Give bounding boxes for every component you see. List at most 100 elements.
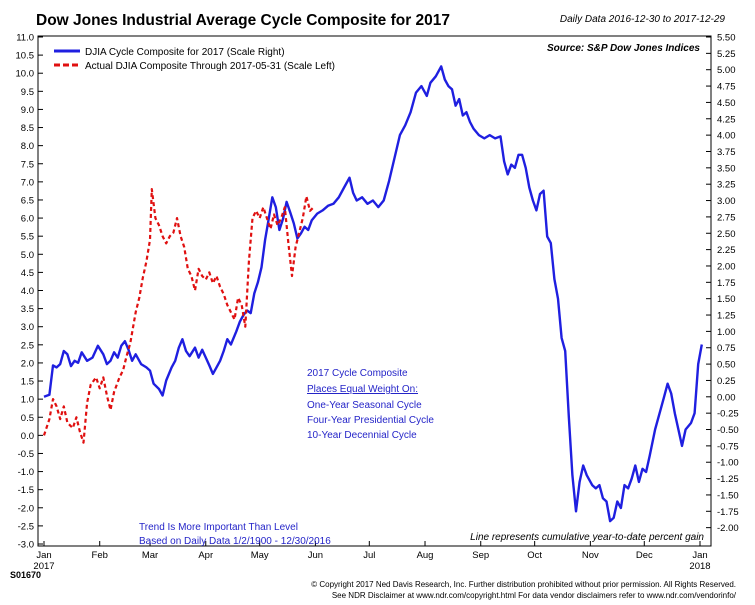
x-axis-tick-label: Oct <box>527 550 542 561</box>
x-axis-tick-label: Sep <box>472 550 489 561</box>
right-axis-tick-label: 0.00 <box>717 392 736 403</box>
weights-annotation: 2017 Cycle Composite Places Equal Weight… <box>307 368 434 441</box>
plot-frame <box>37 35 712 547</box>
x-axis-tick-label: Apr <box>198 550 213 561</box>
left-axis-tick-label: 6.5 <box>21 195 34 206</box>
right-axis-tick-label: -2.00 <box>717 523 739 534</box>
left-axis-tick-label: 10.0 <box>16 69 35 80</box>
right-axis-tick-label: 3.75 <box>717 147 736 158</box>
right-axis-tick-label: -1.50 <box>717 490 739 501</box>
right-axis-tick-label: -1.00 <box>717 458 739 469</box>
right-axis-tick-label: 1.00 <box>717 327 736 338</box>
weights-line: Four-Year Presidential Cycle <box>307 415 434 426</box>
legend-label-red: Actual DJIA Composite Through 2017-05-31… <box>85 61 335 72</box>
right-axis-tick-label: 0.25 <box>717 376 736 387</box>
x-axis-year-label: 2018 <box>689 561 710 572</box>
right-axis-tick-label: 2.00 <box>717 261 736 272</box>
weights-line: 10-Year Decennial Cycle <box>307 430 417 441</box>
left-axis-tick-label: 3.5 <box>21 304 34 315</box>
left-axis-tick-label: 4.0 <box>21 286 34 297</box>
left-axis: -3.0 -2.5 -2.0 -1.5 -1.0 -0.5 0.0 0.5 1.0 1.5 2.0 2… <box>16 33 43 551</box>
right-axis-tick-label: -1.75 <box>717 507 739 518</box>
x-axis-tick-label: May <box>251 550 269 561</box>
right-axis-tick-label: 3.00 <box>717 196 736 207</box>
series-group <box>42 65 703 523</box>
left-axis-tick-label: 10.5 <box>16 51 35 62</box>
left-axis-tick-label: 2.5 <box>21 340 34 351</box>
right-axis-tick-label: 4.00 <box>717 131 736 142</box>
left-axis-tick-label: 6.0 <box>21 214 34 225</box>
left-axis-tick-label: 8.5 <box>21 123 34 134</box>
left-axis-tick-label: 1.0 <box>21 395 34 406</box>
left-axis-tick-label: 7.5 <box>21 159 34 170</box>
right-axis-tick-label: 4.25 <box>717 114 736 125</box>
weights-line: 2017 Cycle Composite <box>307 368 408 379</box>
x-axis-tick-label: Feb <box>92 550 108 561</box>
left-axis-tick-label: -2.0 <box>18 503 34 514</box>
left-axis-tick-label: -2.5 <box>18 521 34 532</box>
x-axis-tick-label: Aug <box>417 550 434 561</box>
right-axis-tick-label: 1.75 <box>717 278 736 289</box>
x-axis-tick-label: Mar <box>142 550 158 561</box>
x-axis-tick-label: Nov <box>582 550 599 561</box>
right-axis-tick-label: 3.25 <box>717 180 736 191</box>
source-label: Source: S&P Dow Jones Indices <box>547 43 700 54</box>
left-axis-tick-label: 11.0 <box>16 33 34 44</box>
left-axis-tick-label: -1.0 <box>18 467 34 478</box>
left-axis-tick-label: 0.0 <box>21 431 34 442</box>
trend-line: Based on Daily Data 1/2/1900 - 12/30/201… <box>139 536 331 547</box>
right-axis-tick-label: 4.75 <box>717 82 736 93</box>
gain-note: Line represents cumulative year-to-date … <box>470 532 704 543</box>
right-axis-tick-label: 4.50 <box>717 98 736 109</box>
left-axis-tick-label: 9.0 <box>21 105 34 116</box>
right-axis-tick-label: 2.25 <box>717 245 736 256</box>
left-axis-tick-label: 4.5 <box>21 268 34 279</box>
actual-djia-line <box>42 188 315 444</box>
left-axis-tick-label: 7.0 <box>21 177 34 188</box>
series-code: S01670 <box>10 570 41 580</box>
left-axis-tick-label: 5.5 <box>21 232 34 243</box>
x-axis-tick-label: Jul <box>363 550 375 561</box>
right-axis-tick-label: 3.50 <box>717 163 736 174</box>
disclaimer-line: See NDR Disclaimer at www.ndr.com/copyri… <box>332 591 737 600</box>
date-range: Daily Data 2016-12-30 to 2017-12-29 <box>560 14 726 25</box>
cycle-composite-line <box>43 65 703 523</box>
right-axis-tick-label: -1.25 <box>717 474 739 485</box>
right-axis-tick-label: 0.75 <box>717 343 736 354</box>
right-axis-tick-label: 2.75 <box>717 212 736 223</box>
right-axis-tick-label: -0.25 <box>717 409 739 420</box>
chart-title: Dow Jones Industrial Average Cycle Compo… <box>36 12 450 29</box>
left-axis-tick-label: -0.5 <box>18 449 34 460</box>
right-axis-tick-label: 5.00 <box>717 65 736 76</box>
left-axis-tick-label: 9.5 <box>21 87 34 98</box>
x-axis-tick-label: Jan <box>692 550 707 561</box>
left-axis-tick-label: 3.0 <box>21 322 34 333</box>
left-axis-tick-label: 1.5 <box>21 377 34 388</box>
weights-line: One-Year Seasonal Cycle <box>307 400 422 411</box>
right-axis-tick-label: -0.50 <box>717 425 739 436</box>
right-axis-tick-label: -0.75 <box>717 441 739 452</box>
left-axis-tick-label: -1.5 <box>18 485 34 496</box>
right-axis-tick-label: 0.50 <box>717 360 736 371</box>
right-axis-tick-label: 1.50 <box>717 294 736 305</box>
left-axis-tick-label: 5.0 <box>21 250 34 261</box>
x-axis-tick-label: Jan <box>36 550 51 561</box>
legend: DJIA Cycle Composite for 2017 (Scale Rig… <box>54 47 335 72</box>
right-axis: -2.00 -1.75 -1.50 -1.25 -1.00 -0.75 -0.50 -0.25… <box>706 33 739 534</box>
right-axis-tick-label: 1.25 <box>717 311 736 322</box>
weights-line: Places Equal Weight On: <box>307 384 418 395</box>
left-axis-tick-label: -3.0 <box>18 540 34 551</box>
trend-annotation: Trend Is More Important Than Level Based… <box>139 522 331 547</box>
left-axis-tick-label: 2.0 <box>21 358 34 369</box>
x-axis-year-label: 2017 <box>33 561 54 572</box>
left-axis-tick-label: 8.0 <box>21 141 34 152</box>
right-axis-tick-label: 2.50 <box>717 229 736 240</box>
legend-label-blue: DJIA Cycle Composite for 2017 (Scale Rig… <box>85 47 285 58</box>
x-axis-tick-label: Jun <box>308 550 323 561</box>
trend-line: Trend Is More Important Than Level <box>139 522 298 533</box>
left-axis-tick-label: 0.5 <box>21 413 34 424</box>
copyright-line: © Copyright 2017 Ned Davis Research, Inc… <box>311 580 736 589</box>
x-axis-tick-label: Dec <box>636 550 653 561</box>
